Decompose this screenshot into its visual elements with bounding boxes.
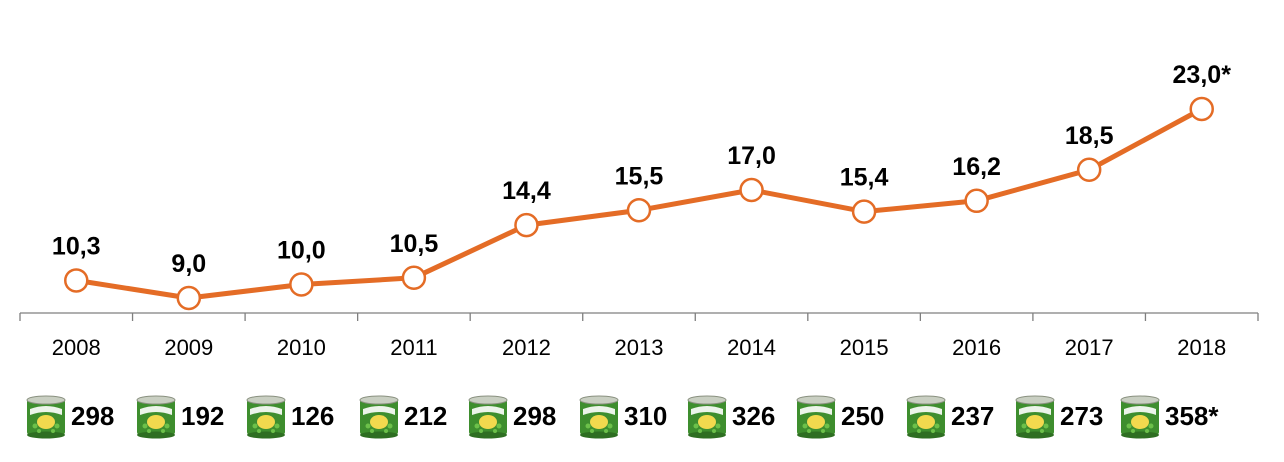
- data-label-2011: 10,5: [390, 230, 439, 258]
- green-peas-can-icon: [246, 395, 286, 439]
- data-point-2016: [964, 188, 989, 214]
- can-value-2017: 273: [1060, 400, 1104, 431]
- data-label-group: 10,3 9,0 10,0 10,5 14,4 15,5 17,0 15,4 16,2 18,5 2…: [52, 61, 1231, 278]
- green-peas-can-icon: [1120, 395, 1160, 439]
- x-tick-label-group: 2008 2009 2010 2011 2012 2013 2014 2015 2016 2017…: [52, 335, 1226, 360]
- can-value-2015: 250: [841, 400, 885, 431]
- data-label-2016: 16,2: [952, 153, 1001, 181]
- line-chart: 10,3 9,0 10,0 10,5 14,4 15,5 17,0 15,4 16,2 18,5 2…: [19, 61, 1259, 360]
- can-item-2015: 250: [794, 391, 884, 441]
- can-value-2016: 237: [951, 400, 995, 431]
- x-tick-label-2010: 2010: [277, 335, 326, 360]
- green-peas-can-icon: [468, 395, 508, 439]
- x-axis: [19, 312, 1259, 321]
- can-item-2010: 126: [244, 391, 334, 441]
- can-value-2014: 326: [732, 400, 776, 431]
- x-tick-label-2011: 2011: [390, 335, 437, 360]
- data-label-2015: 15,4: [840, 164, 889, 192]
- product-can-row: 298 192 126 212 298 310 326 250 237 273 358*: [0, 391, 1284, 441]
- can-value-2012: 298: [513, 400, 557, 431]
- green-peas-can-icon: [359, 395, 399, 439]
- marker-group: [64, 96, 1214, 311]
- can-item-2017: 273: [1013, 391, 1103, 441]
- data-label-2014: 17,0: [727, 142, 776, 170]
- can-item-2011: 212: [357, 391, 447, 441]
- can-item-2008: 298: [24, 391, 114, 441]
- can-item-2009: 192: [134, 391, 224, 441]
- x-tick-label-2014: 2014: [727, 335, 776, 360]
- data-point-2009: [176, 285, 202, 311]
- data-label-2018: 23,0*: [1173, 61, 1232, 89]
- data-point-2014: [739, 177, 764, 203]
- data-label-2013: 15,5: [615, 162, 664, 190]
- x-tick-label-2016: 2016: [952, 335, 1001, 360]
- x-tick-label-2018: 2018: [1177, 335, 1226, 360]
- x-tick-label-2008: 2008: [52, 335, 101, 360]
- data-label-2012: 14,4: [502, 177, 551, 205]
- can-value-2010: 126: [291, 400, 335, 431]
- can-item-2012: 298: [466, 391, 556, 441]
- data-point-2010: [289, 272, 314, 297]
- can-item-2013: 310: [577, 391, 667, 441]
- can-item-2018: 358*: [1118, 391, 1219, 441]
- can-value-2013: 310: [624, 400, 668, 431]
- can-item-2014: 326: [685, 391, 775, 441]
- data-label-2008: 10,3: [52, 232, 101, 260]
- x-tick-label-2009: 2009: [164, 335, 213, 360]
- data-point-2011: [401, 265, 427, 290]
- data-label-2017: 18,5: [1065, 122, 1114, 150]
- data-point-2012: [514, 212, 539, 238]
- green-peas-can-icon: [136, 395, 176, 439]
- can-value-2008: 298: [71, 400, 115, 431]
- data-point-2013: [626, 198, 652, 223]
- green-peas-can-icon: [906, 395, 946, 439]
- data-point-2018: [1189, 96, 1214, 122]
- x-tick-label-2012: 2012: [502, 335, 551, 360]
- x-tick-label-2017: 2017: [1065, 335, 1114, 360]
- green-peas-can-icon: [796, 395, 836, 439]
- data-point-2015: [851, 199, 877, 224]
- can-item-2016: 237: [904, 391, 994, 441]
- green-peas-can-icon: [1015, 395, 1055, 439]
- green-peas-can-icon: [687, 395, 727, 439]
- can-value-2009: 192: [181, 400, 225, 431]
- data-point-2008: [64, 268, 89, 293]
- can-value-2018: 358*: [1165, 400, 1219, 431]
- can-value-2011: 212: [404, 400, 448, 431]
- x-tick-label-2013: 2013: [615, 335, 664, 360]
- data-point-2017: [1076, 157, 1102, 182]
- data-label-2010: 10,0: [277, 237, 326, 265]
- x-tick-label-2015: 2015: [840, 335, 889, 360]
- green-peas-can-icon: [579, 395, 619, 439]
- data-label-2009: 9,0: [171, 250, 206, 278]
- green-peas-can-icon: [26, 395, 66, 439]
